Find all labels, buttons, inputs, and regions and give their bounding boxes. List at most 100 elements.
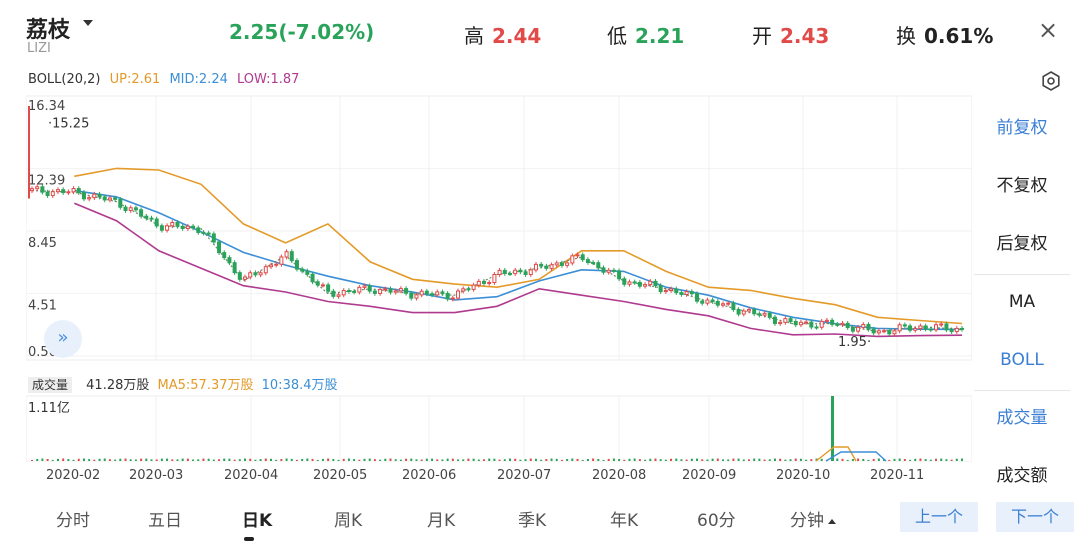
volume-bar [358, 459, 361, 461]
candle-body [466, 288, 471, 291]
volume-bar [659, 459, 662, 461]
volume-value: 41.28万股 [86, 378, 150, 393]
volume-bar [581, 459, 584, 461]
volume-bar [477, 459, 480, 461]
quote-header: 荔枝 LIZI 2.25(-7.02%) 高 2.44 低 2.21 开 2.43 换… [0, 0, 1080, 66]
boll-name: BOLL(20,2) [28, 72, 101, 87]
candle-body [476, 280, 481, 286]
date-label: 2020-09 [682, 468, 737, 483]
volume-bar [867, 459, 870, 461]
volume-bar [269, 458, 272, 461]
tab-intraday[interactable]: 分时 [56, 511, 90, 531]
candle-body [954, 327, 959, 333]
volume-bar [88, 459, 91, 461]
candle-body [632, 281, 637, 284]
volume-bar [483, 459, 486, 461]
candle-body [866, 324, 871, 330]
candle-body [856, 326, 861, 332]
price-axis-label: 12.39 [28, 174, 65, 189]
volume-bar [62, 458, 65, 461]
expand-chart-button[interactable]: » [44, 320, 82, 358]
candle-body [398, 288, 403, 292]
prev-stock-button[interactable]: 上一个 [900, 502, 978, 532]
candle-body [305, 270, 310, 275]
date-label: 2020-11 [870, 468, 925, 483]
candle-body [367, 285, 372, 292]
kline-chart[interactable]: 16.34 12.39 8.45 4.51 0.56·15.25 1.95· 1.11亿 [26, 92, 972, 462]
tab-weekly-k[interactable]: 周K [334, 511, 363, 531]
candle-body [554, 262, 559, 266]
side-item-amount[interactable]: 成交额 [996, 466, 1048, 486]
volume-bar [706, 459, 709, 461]
candle-body [196, 227, 201, 233]
volume-bar [259, 459, 262, 461]
next-stock-button[interactable]: 下一个 [996, 502, 1074, 532]
volume-bar [701, 459, 704, 461]
volume-bar [462, 459, 465, 461]
stock-name[interactable]: 荔枝 [26, 18, 71, 43]
side-item-forward-adjust[interactable]: 前复权 [996, 118, 1048, 138]
tab-yearly-k[interactable]: 年K [610, 511, 639, 531]
chevron-down-icon[interactable] [83, 20, 93, 26]
volume-bar [488, 458, 491, 461]
side-item-no-adjust[interactable]: 不复权 [996, 176, 1048, 196]
volume-tag[interactable]: 成交量 [28, 377, 73, 393]
tab-quarterly-k[interactable]: 季K [518, 511, 547, 531]
side-item-back-adjust[interactable]: 后复权 [996, 234, 1048, 254]
series-line-价格 [31, 190, 963, 333]
volume-bar [722, 459, 725, 461]
settings-gear-icon[interactable] [1040, 70, 1062, 92]
volume-bar [176, 459, 179, 461]
side-item-ma[interactable]: MA [1008, 292, 1036, 312]
tab-five-day[interactable]: 五日 [148, 511, 182, 531]
candle-body [185, 225, 190, 230]
candle-body [284, 251, 289, 258]
candle-body [320, 284, 325, 287]
candle-body [222, 252, 227, 259]
candle-body [237, 272, 242, 280]
candle-body [113, 197, 118, 200]
tab-minute-label: 分钟 [790, 511, 824, 531]
candle-body [637, 281, 642, 287]
volume-bar [560, 459, 563, 461]
volume-bar [451, 458, 454, 461]
tab-minute[interactable]: 分钟 [790, 506, 836, 531]
close-icon[interactable]: × [1037, 16, 1059, 44]
side-item-volume[interactable]: 成交量 [996, 408, 1048, 428]
candle-body [934, 324, 939, 331]
tab-monthly-k[interactable]: 月K [427, 511, 456, 531]
volume-bar [846, 459, 849, 461]
candle-body [944, 323, 949, 331]
volume-bar [685, 459, 688, 461]
price-axis-label: 16.34 [28, 99, 65, 114]
candle-body [767, 312, 772, 318]
volume-bar [103, 458, 106, 461]
volume-bar [935, 458, 938, 461]
volume-bar [342, 458, 345, 461]
volume-bar [332, 459, 335, 461]
candle-body [695, 293, 700, 302]
candle-body [487, 282, 492, 285]
turnover-value: 0.61% [924, 24, 994, 48]
volume-spike-bar [831, 396, 834, 461]
side-item-boll[interactable]: BOLL [1000, 350, 1044, 370]
candle-body [341, 290, 346, 296]
tab-daily-k[interactable]: 日K [242, 511, 273, 531]
candle-body [289, 251, 294, 262]
tab-60-minute[interactable]: 60分 [697, 511, 736, 531]
volume-bar [389, 458, 392, 461]
candle-body [445, 292, 450, 300]
candle-body [923, 325, 928, 330]
volume-bar [493, 458, 496, 461]
candle-body [804, 321, 809, 324]
volume-axis-label: 1.11亿 [28, 401, 70, 416]
volume-bar [607, 458, 610, 461]
volume-bar [457, 459, 460, 461]
volume-bar [431, 458, 434, 461]
volume-bar [166, 458, 169, 461]
candle-body [248, 272, 253, 278]
candle-body [424, 290, 429, 295]
candle-body [528, 269, 533, 275]
candle-body [61, 189, 66, 194]
candle-body [492, 273, 497, 284]
